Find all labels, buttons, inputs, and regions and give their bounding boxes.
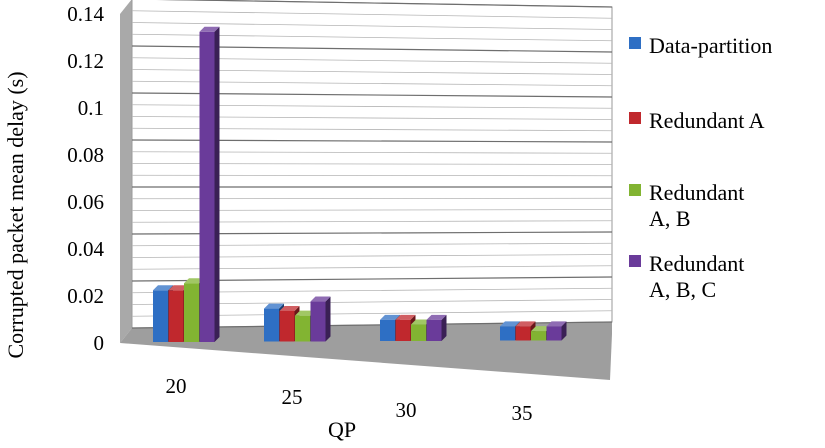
bar-top <box>153 285 173 291</box>
bar-top <box>184 278 204 284</box>
legend-swatch <box>629 37 641 49</box>
gridline <box>131 22 613 30</box>
legend-item: Redundant A <box>629 108 765 133</box>
legend-swatch <box>629 112 641 124</box>
gridline <box>155 0 613 8</box>
legend-label: Redundant <box>649 251 744 276</box>
x-axis-ticks: 20 25 30 35 <box>166 374 533 425</box>
bar <box>515 321 536 341</box>
y-tick-label: 0.12 <box>67 49 104 73</box>
bar-front <box>264 308 279 342</box>
legend-swatch <box>629 255 641 267</box>
x-tick-label: 35 <box>512 401 533 425</box>
floor <box>120 322 612 380</box>
bar-top <box>546 321 567 327</box>
legend-label: Data-partition <box>649 33 772 58</box>
bar-top <box>500 321 520 327</box>
x-tick-label: 25 <box>282 385 303 409</box>
y-axis-ticks: 0 0.02 0.04 0.06 0.08 0.1 0.12 0.14 <box>67 2 104 355</box>
y-tick-label: 0 <box>94 331 105 355</box>
bar-front <box>380 319 395 341</box>
legend-label: A, B, C <box>649 277 716 302</box>
bar-top <box>168 285 189 291</box>
bar-top <box>264 303 284 309</box>
bar-top <box>531 326 551 332</box>
bar-front <box>184 283 199 342</box>
bar-top <box>279 305 300 311</box>
bar-top <box>380 314 400 320</box>
legend-label: Redundant <box>649 180 744 205</box>
bar-front <box>426 319 442 341</box>
bar-front <box>546 326 562 341</box>
bar-top <box>199 26 220 32</box>
x-axis-title: QP <box>328 417 356 442</box>
bar-front <box>199 31 215 343</box>
bar-top <box>411 319 431 325</box>
legend-item: Data-partition <box>629 33 772 58</box>
y-tick-label: 0.06 <box>67 190 104 214</box>
bar-top <box>395 314 416 320</box>
bar <box>426 314 447 341</box>
bar <box>310 296 331 342</box>
y-tick-label: 0.02 <box>67 284 104 308</box>
bar <box>199 26 220 343</box>
bar-side <box>561 321 567 341</box>
bar-side <box>214 26 220 343</box>
bar-side <box>325 296 331 342</box>
bar-front <box>395 319 411 341</box>
gridline <box>131 10 613 19</box>
bar-front <box>411 324 426 341</box>
x-tick-label: 30 <box>396 398 417 422</box>
y-tick-label: 0.04 <box>67 237 104 261</box>
y-axis-title: Corrupted packet mean delay (s) <box>3 71 28 358</box>
y-tick-label: 0.14 <box>67 2 104 26</box>
bar-front <box>295 315 310 342</box>
bar-top <box>295 310 315 316</box>
legend-swatch <box>629 184 641 196</box>
bar-front <box>500 326 515 341</box>
y-tick-label: 0.1 <box>78 96 104 120</box>
legend-label: A, B <box>649 206 691 231</box>
bar-top <box>515 321 536 327</box>
bar-front <box>279 310 295 342</box>
bar <box>546 321 567 341</box>
bar-front <box>153 290 168 342</box>
bar-front <box>515 326 531 341</box>
bar-front <box>168 290 184 342</box>
legend-label: Redundant A <box>649 108 765 133</box>
bar-top <box>310 296 331 302</box>
bars <box>153 26 567 343</box>
bar-top <box>426 314 447 320</box>
bar-front <box>310 301 326 342</box>
y-tick-label: 0.08 <box>67 143 104 167</box>
x-tick-label: 20 <box>166 374 187 398</box>
bar-front <box>531 331 546 341</box>
side-wall <box>120 0 132 343</box>
bar-side <box>441 314 447 341</box>
